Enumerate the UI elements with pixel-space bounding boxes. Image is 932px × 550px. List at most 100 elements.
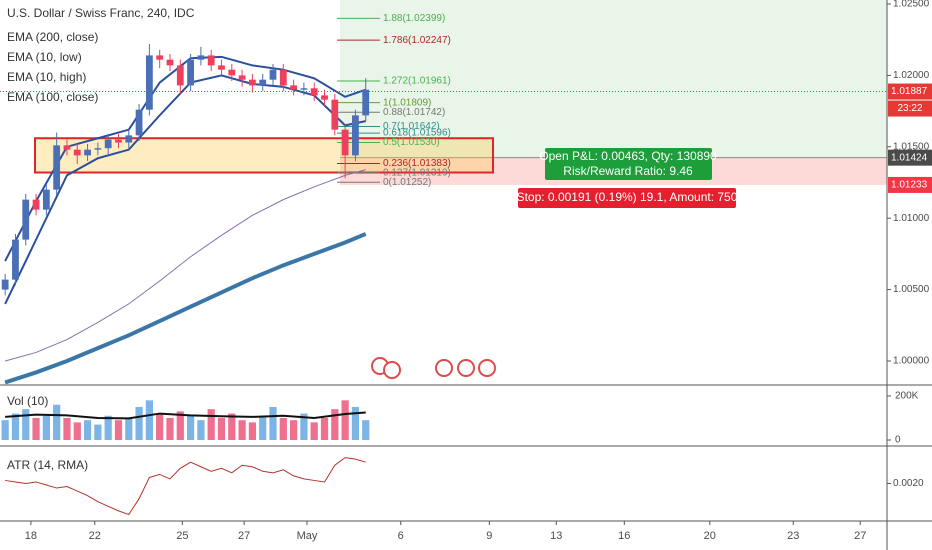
atr-line — [5, 457, 366, 516]
volume-ma-line — [5, 411, 366, 420]
candle-body — [125, 135, 133, 143]
candle-body — [207, 55, 215, 66]
candle-body — [84, 149, 91, 156]
volume-bar — [197, 420, 205, 440]
candle-body — [341, 129, 349, 156]
volume-bar — [166, 417, 174, 440]
candle-body — [290, 85, 298, 90]
price-tag-label: 1.01233 — [891, 180, 928, 191]
x-tick-label: 9 — [486, 530, 492, 542]
price-tag — [888, 83, 932, 100]
candle-body — [259, 79, 267, 86]
volume-bar — [248, 422, 257, 440]
y-tick-label: 1.01000 — [893, 213, 930, 224]
event-icon — [457, 359, 475, 377]
x-tick-label: 23 — [787, 530, 799, 542]
indicator-label: EMA (200, close) — [7, 30, 98, 44]
volume-bar — [310, 422, 318, 440]
volume-title: Vol (10) — [7, 394, 48, 408]
event-icon — [435, 359, 453, 377]
volume-bar — [176, 411, 184, 440]
x-tick-label: 6 — [398, 530, 404, 542]
price-tag-label: 1.01887 — [891, 86, 928, 97]
pnl-label: Open P&L: 0.00463, Qty: 130890 — [539, 149, 717, 163]
volume-bar — [341, 400, 349, 440]
plot: 1.88(1.02399) 1.786(1.02247) 1.272(1.01961… — [0, 0, 887, 516]
candle-body — [63, 145, 71, 150]
x-tick-label: May — [297, 530, 318, 542]
candle-body — [197, 55, 205, 60]
candle-body — [187, 59, 194, 86]
fib-label: 1(1.01809) — [383, 97, 431, 108]
x-tick-label: 16 — [618, 530, 630, 542]
candle-body — [32, 199, 40, 210]
price-tag — [888, 149, 932, 166]
ema-line — [5, 169, 366, 362]
volume-bar — [94, 424, 102, 440]
volume-bar — [135, 406, 143, 440]
candle-body — [166, 59, 174, 66]
candle-body — [1, 279, 9, 290]
candle-body — [279, 69, 287, 86]
candle-body — [12, 239, 19, 280]
candle-body — [115, 139, 122, 143]
candle-body — [269, 69, 277, 80]
volume-bar — [83, 420, 92, 440]
candle-body — [321, 95, 328, 100]
price-tag — [888, 176, 932, 193]
candle-body — [248, 79, 256, 86]
y-tick-label: 1.00500 — [893, 284, 930, 295]
x-tick-label: 13 — [550, 530, 562, 542]
volume-bar — [32, 417, 40, 440]
volume-bar — [279, 417, 287, 440]
target-zone — [340, 0, 887, 158]
symbol-title: U.S. Dollar / Swiss Franc, 240, IDC — [7, 6, 195, 20]
volume-bar — [73, 422, 81, 440]
candle-body — [22, 199, 30, 240]
x-tick-label: 18 — [25, 530, 37, 542]
volume-bar — [63, 417, 71, 440]
y-tick-label: 1.01500 — [893, 141, 930, 152]
fib-label: 0.5(1.01530) — [383, 137, 440, 148]
volume-bar — [104, 415, 112, 440]
countdown-label: 23:22 — [897, 103, 922, 114]
candle-body — [94, 148, 102, 150]
fib-label: 0.127(1.01319) — [383, 167, 451, 178]
y-tick-label: 0 — [895, 435, 901, 446]
volume-bar — [145, 400, 153, 440]
candle-body — [238, 75, 246, 80]
x-tick-label: 25 — [176, 530, 188, 542]
volume-bar — [238, 420, 246, 440]
volume-bar — [269, 406, 277, 440]
candle-body — [331, 99, 339, 130]
volume-bar — [22, 409, 30, 440]
indicator-label: EMA (100, close) — [7, 90, 98, 104]
volume-bar — [207, 409, 215, 440]
fib-label: 0.618(1.01596) — [383, 128, 451, 139]
fib-label: 0(1.01252) — [383, 177, 431, 188]
indicator-label: EMA (10, low) — [7, 50, 82, 64]
price-tag-label: 1.01424 — [891, 152, 928, 163]
y-tick-label: 1.02000 — [893, 70, 930, 81]
candle-body — [228, 69, 236, 76]
candle-body — [42, 189, 50, 210]
volume-bar — [186, 415, 195, 440]
stop-box — [518, 188, 736, 208]
stop-label: Stop: 0.00191 (0.19%) 19.1, Amount: 750 — [517, 190, 738, 204]
candle-body — [53, 145, 61, 190]
volume-bar — [11, 413, 20, 440]
volume-bar — [300, 413, 308, 440]
volume-bar — [320, 417, 329, 440]
fib-label: 0.236(1.01383) — [383, 158, 451, 169]
candle-body — [352, 115, 359, 156]
fib-label: 1.272(1.01961) — [383, 76, 451, 87]
volume-bar — [217, 417, 226, 440]
volume-bar — [228, 413, 236, 440]
x-tick-label: 20 — [704, 530, 716, 542]
y-tick-label: 1.00000 — [893, 356, 930, 367]
fib-label: 1.88(1.02399) — [383, 13, 445, 24]
volume-bar — [53, 404, 61, 440]
event-icon — [383, 361, 401, 379]
candle-body — [135, 109, 143, 136]
